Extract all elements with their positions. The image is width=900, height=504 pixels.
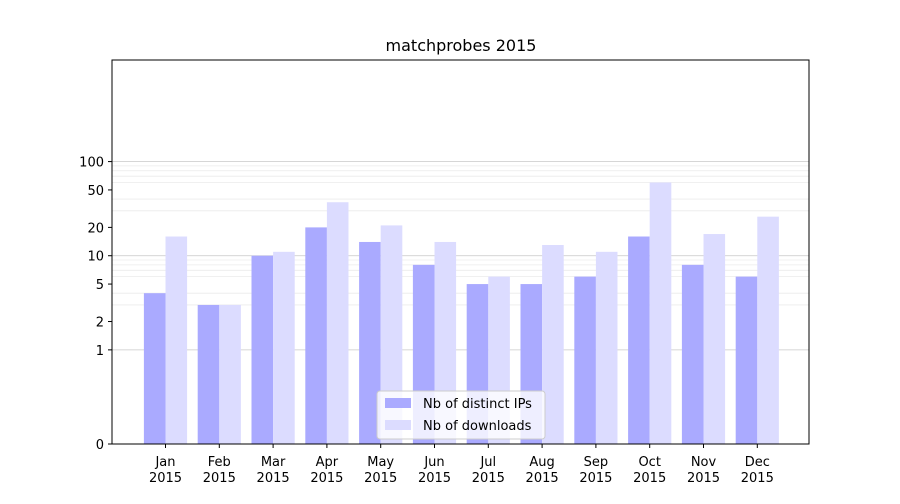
x-tick-label: Mar [261,455,286,470]
bar-distinct-ips [197,304,220,444]
x-tick-label: 2015 [310,471,343,486]
y-tick-label: 100 [79,156,104,171]
bar-downloads [703,234,726,444]
x-tick-label: 2015 [364,471,397,486]
x-tick-label: Sep [584,455,609,470]
x-tick-label: 2015 [203,471,236,486]
x-tick-label: Aug [529,455,554,470]
legend-swatch-distinct-ips [385,398,411,408]
x-tick-label: Jun [423,455,444,470]
legend-label-downloads: Nb of downloads [423,419,532,434]
y-tick-label: 10 [87,250,104,265]
bar-downloads [219,304,241,444]
x-tick-label: Dec [745,455,770,470]
bar-downloads [649,182,672,444]
bar-downloads [542,245,564,444]
bar-distinct-ips [251,255,274,444]
axis-layer: 0125102050100Jan2015Feb2015Mar2015Apr201… [79,156,774,486]
x-tick-label: 2015 [741,471,774,486]
x-tick-label: Oct [638,455,660,470]
x-tick-label: Apr [316,455,339,470]
legend-swatch-downloads [385,420,411,430]
legend-box [376,390,546,440]
bar-downloads [595,251,618,444]
bar-downloads [165,236,188,444]
chart-title: matchprobes 2015 [386,36,537,55]
x-tick-label: May [367,455,394,470]
bar-distinct-ips [359,241,381,444]
x-tick-label: 2015 [579,471,612,486]
legend-label-distinct-ips: Nb of distinct IPs [423,397,532,412]
bar-distinct-ips [574,276,596,444]
bar-distinct-ips [143,293,166,444]
y-tick-label: 2 [96,316,104,331]
y-tick-label: 5 [96,278,104,293]
x-tick-label: 2015 [687,471,720,486]
bar-distinct-ips [628,236,650,444]
x-tick-label: 2015 [633,471,666,486]
y-tick-label: 50 [87,184,104,199]
y-tick-label: 0 [96,438,104,453]
x-tick-label: 2015 [257,471,290,486]
bar-downloads [380,225,403,444]
plot-frame [111,59,810,445]
x-tick-label: Jul [479,455,496,470]
x-tick-label: Jan [154,455,175,470]
x-tick-label: Nov [691,455,717,470]
x-tick-label: 2015 [472,471,505,486]
y-tick-label: 1 [96,344,104,359]
y-tick-label: 20 [87,221,104,236]
bar-downloads [757,216,779,444]
x-tick-label: Feb [208,455,231,470]
bar-downloads [273,251,295,444]
x-tick-label: 2015 [526,471,559,486]
x-tick-label: 2015 [418,471,451,486]
x-tick-label: 2015 [149,471,182,486]
bar-downloads [326,202,349,444]
legend: Nb of distinct IPs Nb of downloads [376,390,546,440]
bar-distinct-ips [735,276,758,444]
bar-distinct-ips [305,227,327,444]
bar-distinct-ips [681,264,704,444]
